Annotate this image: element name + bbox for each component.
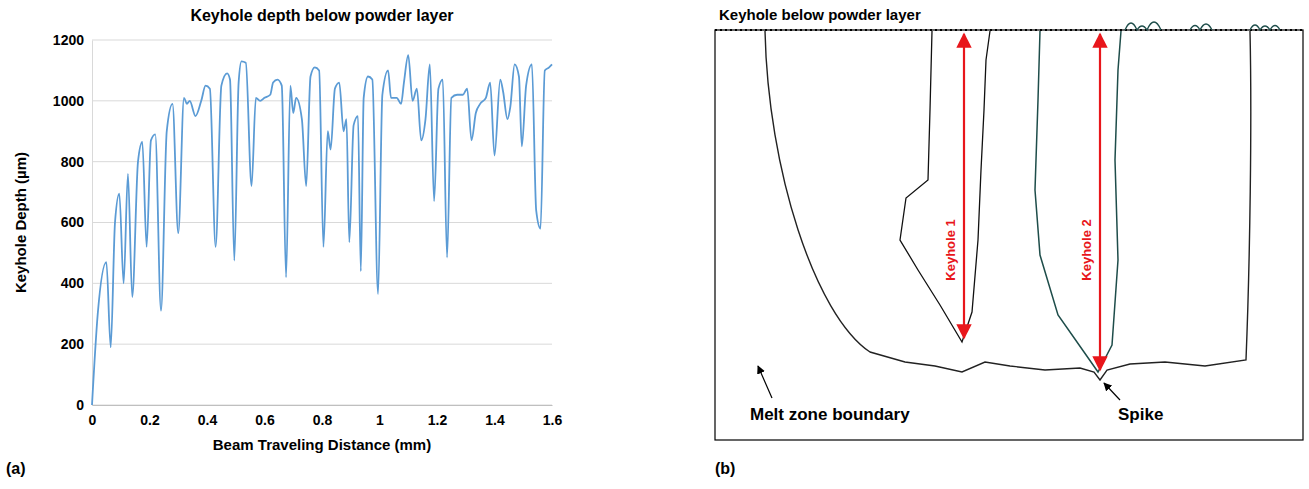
x-tick: 1 [376,405,384,428]
y-tick: 600 [61,214,92,230]
keyhole-1-outline [900,31,990,342]
diagram: Keyhole below powder layer Keyhole 1 Keyho… [715,6,1303,440]
x-tick-label: 0.2 [140,412,160,428]
figure: Keyhole depth below powder layer 0 200 400 6… [0,0,1309,489]
x-tick: 0.8 [313,405,333,428]
y-tick-label: 400 [61,275,85,291]
diagram-title: Keyhole below powder layer [719,6,921,23]
spike-pointer [1104,383,1120,400]
y-tick-label: 200 [61,336,85,352]
x-tick-label: 0 [89,412,97,428]
powder-layer-line [715,29,1303,31]
y-axis: 0 200 400 600 800 1000 1200 [53,32,93,413]
x-tick-label: 1.4 [485,412,505,428]
y-axis-line [92,41,93,406]
y-axis-title: Keyhole Depth (µm) [12,152,29,293]
grid-line [92,344,552,345]
x-tick: 0.4 [198,405,218,428]
spike-label: Spike [1118,405,1163,424]
x-axis: 0 0.2 0.4 0.6 0.8 1 1.2 1.4 1.6 [89,405,563,428]
y-tick: 200 [61,336,92,352]
melt-zone-boundary [765,31,1251,380]
x-tick: 1.6 [543,405,563,428]
grid-line [92,40,552,41]
x-tick-label: 1 [376,412,384,428]
x-tick: 1.4 [485,405,505,428]
grid-line [92,405,552,406]
y-tick: 800 [61,154,92,170]
data-line [92,55,552,405]
y-tick-label: 1000 [53,93,84,109]
boundary-pointer [758,366,772,398]
spatter [1125,22,1280,30]
x-tick: 0.6 [255,405,275,428]
y-tick: 0 [76,397,92,413]
plot-area [92,55,552,405]
panel-label: (a) [6,460,26,477]
y-tick-label: 800 [61,154,85,170]
y-tick-label: 1200 [53,32,84,48]
x-tick-label: 0.6 [255,412,275,428]
boundary-label: Melt zone boundary [750,405,910,424]
grid-line [92,283,552,284]
x-tick: 0.2 [140,405,160,428]
x-axis-title: Beam Traveling Distance (mm) [213,436,431,453]
keyhole-2-label: Keyhole 2 [1079,219,1094,280]
y-tick: 1200 [53,32,92,48]
y-tick: 400 [61,275,92,291]
x-tick: 0 [89,405,97,428]
diagram-frame [715,30,1303,440]
keyhole-2-outline [1035,31,1121,372]
x-tick-label: 1.6 [543,412,563,428]
y-tick-label: 600 [61,214,85,230]
x-tick: 1.2 [428,405,448,428]
y-tick-label: 0 [76,397,84,413]
x-axis-line [93,405,553,406]
panel-label: (b) [715,460,735,477]
x-tick-label: 1.2 [428,412,448,428]
x-tick-label: 0.4 [198,412,218,428]
y-tick: 1000 [53,93,92,109]
keyhole-1-label: Keyhole 1 [943,219,958,280]
keyhole-1-arrow [963,34,965,338]
x-tick-label: 0.8 [313,412,333,428]
chart-title: Keyhole depth below powder layer [190,7,453,24]
keyhole-2-arrow [1099,34,1101,370]
grid [92,40,552,405]
